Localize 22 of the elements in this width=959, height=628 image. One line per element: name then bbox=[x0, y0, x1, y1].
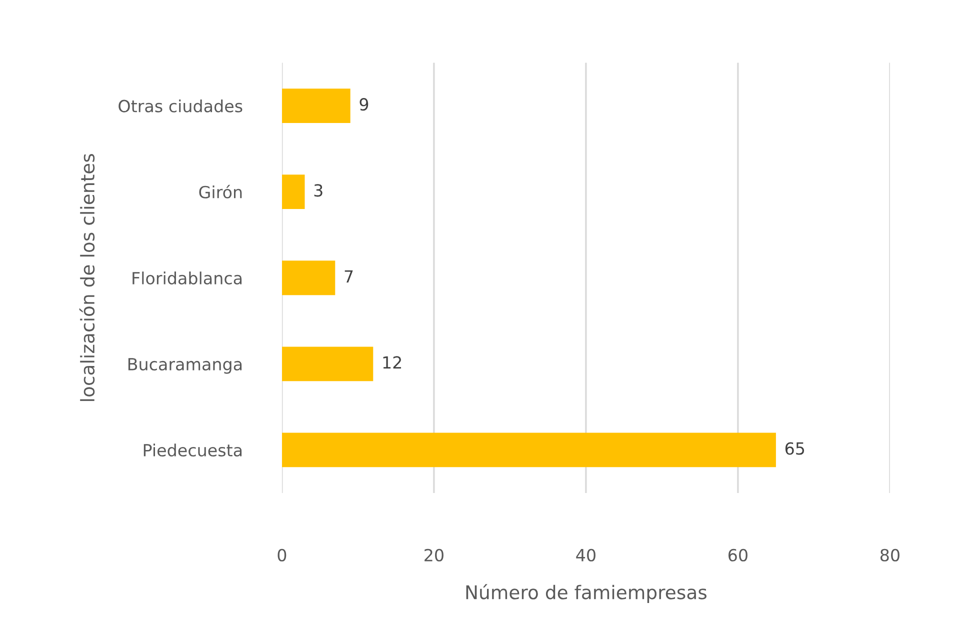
y-axis-title: localización de los clientes bbox=[79, 154, 95, 401]
bar bbox=[282, 432, 776, 468]
y-tick-label: Floridablanca bbox=[132, 272, 242, 284]
y-tick-label: Bucaramanga bbox=[128, 358, 242, 374]
data-label: 7 bbox=[344, 270, 353, 282]
bar bbox=[282, 260, 336, 296]
x-tick-label: 20 bbox=[424, 548, 444, 562]
x-tick-label: 40 bbox=[576, 548, 596, 562]
data-label: 12 bbox=[383, 356, 402, 369]
y-tick-label: Girón bbox=[199, 184, 242, 198]
x-tick-label: 60 bbox=[728, 548, 748, 562]
y-tick-label: Piedecuesta bbox=[144, 444, 242, 457]
x-axis-title: Número de famiempresas bbox=[466, 584, 707, 604]
data-label: 9 bbox=[360, 98, 368, 111]
data-label: 3 bbox=[314, 184, 322, 197]
x-tick-label: 0 bbox=[278, 548, 286, 562]
data-label: 65 bbox=[785, 442, 804, 455]
bar bbox=[282, 174, 305, 210]
bar bbox=[282, 88, 350, 124]
x-tick-label: 80 bbox=[880, 548, 900, 562]
y-tick-label: Otras ciudades bbox=[118, 99, 242, 112]
bar bbox=[282, 346, 374, 382]
